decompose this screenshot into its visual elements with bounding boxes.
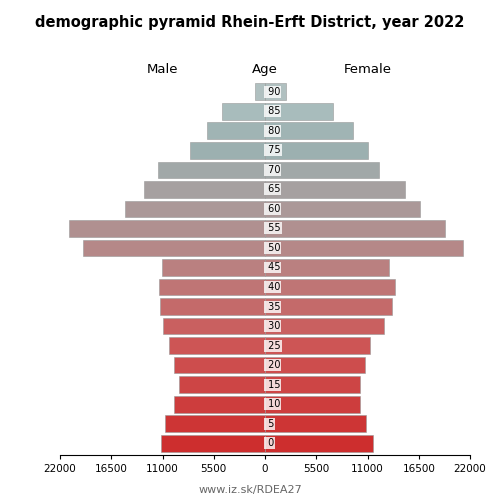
Bar (144, 181, 265, 198)
Bar (265, 396, 360, 412)
Text: 20: 20 (265, 360, 280, 370)
Bar (265, 298, 392, 315)
Bar (190, 142, 265, 158)
Bar (265, 200, 420, 217)
Text: Male: Male (147, 63, 178, 76)
Bar (255, 84, 265, 100)
Bar (158, 162, 265, 178)
Bar (265, 103, 333, 120)
Bar (265, 220, 445, 236)
Bar (207, 122, 265, 139)
Text: 40: 40 (265, 282, 280, 292)
Bar (265, 416, 366, 432)
Text: 70: 70 (265, 165, 280, 175)
Text: 15: 15 (265, 380, 280, 390)
Bar (166, 416, 265, 432)
Text: 5: 5 (265, 419, 274, 428)
Text: 55: 55 (265, 224, 280, 234)
Text: 35: 35 (265, 302, 280, 312)
Bar (265, 338, 370, 354)
Bar (265, 376, 360, 393)
Bar (160, 435, 265, 452)
Bar (125, 200, 265, 217)
Bar (162, 259, 265, 276)
Text: 80: 80 (265, 126, 280, 136)
Bar (180, 376, 265, 393)
Bar (265, 259, 389, 276)
Text: 30: 30 (265, 321, 280, 331)
Bar (265, 122, 352, 139)
Bar (265, 84, 286, 100)
Bar (84, 240, 265, 256)
Bar (174, 357, 265, 374)
Bar (222, 103, 265, 120)
Bar (265, 318, 384, 334)
Bar (169, 338, 265, 354)
Text: www.iz.sk/RDEA27: www.iz.sk/RDEA27 (198, 485, 302, 495)
Text: 85: 85 (265, 106, 280, 116)
Text: 90: 90 (265, 86, 280, 97)
Text: 45: 45 (265, 262, 280, 272)
Bar (265, 240, 462, 256)
Text: 75: 75 (265, 146, 280, 156)
Bar (265, 278, 396, 295)
Text: Age: Age (252, 63, 278, 76)
Text: 65: 65 (265, 184, 280, 194)
Bar (162, 318, 265, 334)
Bar (265, 181, 405, 198)
Text: 60: 60 (265, 204, 280, 214)
Bar (265, 357, 364, 374)
Text: 25: 25 (265, 340, 280, 350)
Text: 0: 0 (265, 438, 274, 448)
Text: demographic pyramid Rhein-Erft District, year 2022: demographic pyramid Rhein-Erft District,… (36, 15, 465, 30)
Bar (265, 162, 378, 178)
Bar (159, 278, 265, 295)
Text: 10: 10 (265, 399, 280, 409)
Text: Female: Female (344, 63, 392, 76)
Text: 50: 50 (265, 243, 280, 253)
Bar (70, 220, 265, 236)
Bar (265, 142, 368, 158)
Bar (160, 298, 265, 315)
Bar (174, 396, 265, 412)
Bar (265, 435, 373, 452)
